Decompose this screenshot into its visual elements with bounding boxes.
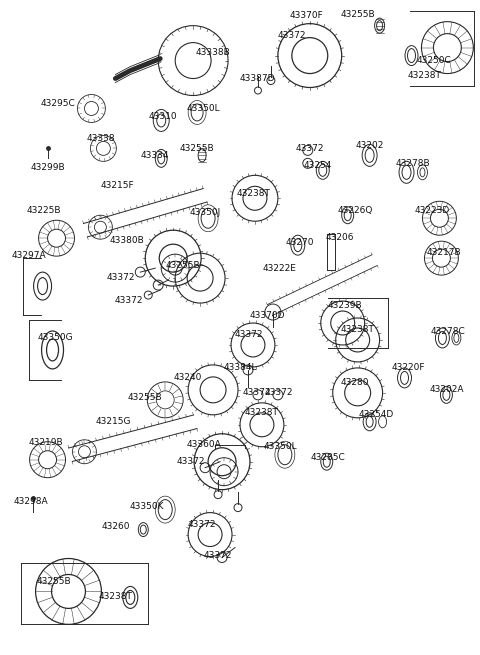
Text: 43278B: 43278B — [395, 159, 430, 168]
Text: 43372: 43372 — [204, 551, 232, 560]
Text: 43238T: 43238T — [237, 189, 271, 198]
Text: 43223D: 43223D — [415, 206, 450, 215]
Text: 43384L: 43384L — [223, 364, 257, 373]
Text: 43372: 43372 — [188, 520, 216, 529]
Text: 43350K: 43350K — [130, 502, 165, 511]
Text: 43350G: 43350G — [38, 333, 73, 343]
Text: 43240: 43240 — [174, 373, 203, 383]
Text: 43238T: 43238T — [245, 408, 279, 417]
Text: 43255B: 43255B — [340, 10, 375, 19]
Text: 43338B: 43338B — [196, 48, 230, 57]
Text: 43372: 43372 — [106, 272, 134, 282]
Text: 43338: 43338 — [86, 134, 115, 143]
Text: 43255B: 43255B — [180, 144, 215, 153]
Text: 43372: 43372 — [296, 144, 324, 153]
Text: 43206: 43206 — [325, 233, 354, 242]
Text: 43270: 43270 — [286, 238, 314, 247]
Text: 43387D: 43387D — [239, 74, 275, 83]
Text: 43280: 43280 — [340, 379, 369, 387]
Text: 43370F: 43370F — [290, 11, 324, 20]
Text: 43350J: 43350J — [190, 208, 221, 217]
Text: 43250C: 43250C — [417, 56, 452, 65]
Text: 43334: 43334 — [141, 151, 169, 160]
Text: 43222E: 43222E — [263, 263, 297, 272]
Text: 43215F: 43215F — [100, 181, 134, 190]
Text: 43219B: 43219B — [28, 438, 63, 447]
Text: 43225B: 43225B — [26, 206, 61, 215]
Text: 43298A: 43298A — [13, 497, 48, 506]
Text: 43217B: 43217B — [426, 248, 461, 257]
Text: 43238T: 43238T — [408, 71, 442, 80]
Text: 43255B: 43255B — [166, 261, 201, 270]
Text: 43202A: 43202A — [429, 385, 464, 394]
Text: 43350L: 43350L — [263, 442, 297, 451]
Text: 43310: 43310 — [149, 112, 178, 121]
Text: 43372: 43372 — [177, 457, 205, 466]
Text: 43380B: 43380B — [110, 236, 144, 245]
Text: 43370D: 43370D — [249, 310, 285, 320]
Text: 43255B: 43255B — [128, 394, 163, 402]
Text: 43299B: 43299B — [30, 163, 65, 172]
Text: 43215G: 43215G — [96, 417, 131, 426]
Text: 43372: 43372 — [114, 295, 143, 305]
Text: 43360A: 43360A — [187, 440, 221, 449]
Text: 43350L: 43350L — [186, 104, 220, 113]
Text: 43372: 43372 — [243, 388, 271, 398]
Text: 43372: 43372 — [235, 331, 263, 339]
Text: 43239B: 43239B — [327, 301, 362, 310]
Text: 43260: 43260 — [101, 522, 130, 531]
Text: 43372: 43372 — [277, 31, 306, 40]
Text: 43254: 43254 — [303, 161, 332, 170]
Text: 43255B: 43255B — [36, 577, 71, 586]
Text: 43278C: 43278C — [431, 328, 466, 337]
Text: 43285C: 43285C — [311, 453, 345, 462]
Text: 43238T: 43238T — [98, 592, 132, 601]
Text: 43254D: 43254D — [359, 410, 394, 419]
Text: 43295C: 43295C — [40, 99, 75, 108]
Text: 43220F: 43220F — [392, 364, 425, 373]
Text: 43226Q: 43226Q — [338, 206, 373, 215]
Text: 43372: 43372 — [264, 388, 293, 398]
Text: 43297A: 43297A — [12, 251, 46, 259]
Text: 43202: 43202 — [355, 141, 384, 150]
Text: 43238T: 43238T — [341, 326, 374, 335]
